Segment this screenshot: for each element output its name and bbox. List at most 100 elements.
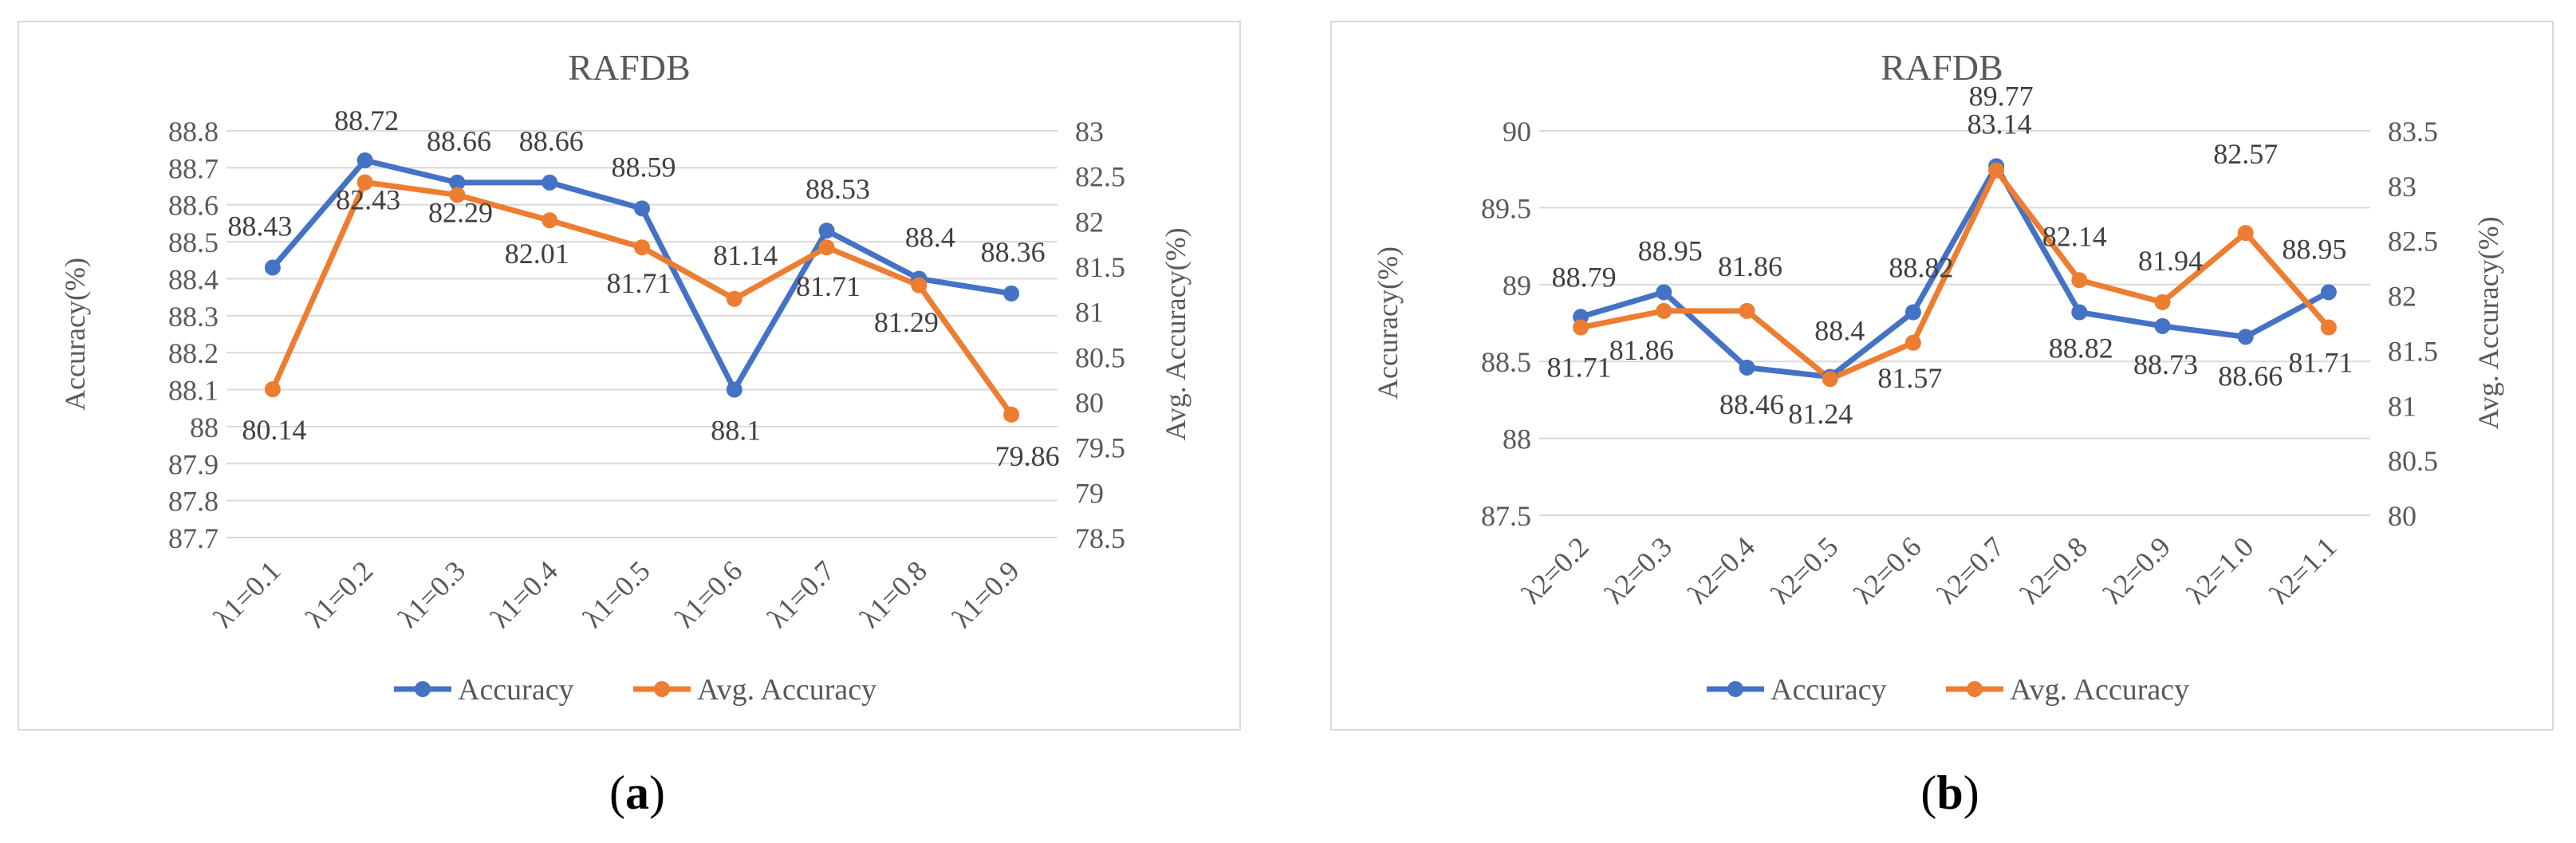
accuracy-data-label: 88.43: [227, 211, 292, 242]
y-axis-title: Accuracy(%): [1372, 246, 1404, 400]
y-tick-label: 88.2: [168, 337, 219, 369]
x-tick-label: λ2=0.5: [1765, 530, 1845, 610]
legend-accuracy-label: Accuracy: [458, 673, 574, 707]
legend-avg-accuracy-label: Avg. Accuracy: [697, 673, 876, 707]
avg-accuracy-point: [2154, 293, 2171, 310]
avg-accuracy-point: [356, 174, 373, 191]
y-tick-label: 88.6: [168, 190, 219, 222]
avg-accuracy-point: [2237, 225, 2254, 242]
avg-accuracy-data-label: 81.14: [713, 239, 778, 271]
y2-tick-label: 80.5: [2388, 445, 2438, 477]
legend-avg-accuracy-label: Avg. Accuracy: [2010, 673, 2189, 707]
avg-accuracy-data-label: 81.94: [2138, 245, 2203, 277]
avg-accuracy-data-label: 81.71: [796, 270, 861, 302]
avg-accuracy-data-label: 81.86: [1609, 334, 1674, 366]
avg-accuracy-data-label: 79.86: [995, 440, 1060, 472]
accuracy-point: [726, 381, 742, 398]
accuracy-point: [2237, 329, 2254, 345]
y-axis-title: Accuracy(%): [59, 258, 91, 411]
accuracy-point: [1739, 359, 1755, 376]
y-tick-label: 88.8: [168, 116, 219, 148]
x-tick-label: λ1=0.4: [484, 554, 564, 634]
accuracy-point: [1656, 284, 1672, 301]
accuracy-data-label: 88.66: [519, 125, 584, 157]
avg-accuracy-point: [818, 239, 835, 256]
avg-accuracy-data-label: 82.57: [2213, 138, 2278, 170]
avg-accuracy-point: [1988, 162, 2005, 179]
accuracy-data-label: 88.46: [1719, 388, 1784, 420]
y-tick-label: 90: [1503, 116, 1531, 148]
avg-accuracy-point: [1003, 406, 1020, 423]
y2-tick-label: 81.5: [2388, 335, 2438, 367]
x-tick-label: λ1=0.9: [946, 554, 1026, 634]
y-tick-label: 87.9: [168, 448, 219, 480]
accuracy-data-label: 88.82: [1889, 252, 1953, 284]
y2-tick-label: 80.5: [1075, 341, 1125, 373]
avg-accuracy-point: [726, 290, 742, 307]
avg-accuracy-point: [1822, 371, 1838, 388]
y2-tick-label: 82.5: [2388, 226, 2438, 258]
avg-accuracy-data-label: 81.24: [1788, 398, 1853, 430]
y-tick-label: 88.5: [168, 227, 219, 258]
accuracy-point: [2320, 284, 2337, 301]
y-tick-label: 87.8: [168, 486, 219, 518]
accuracy-data-label: 88.1: [711, 415, 761, 447]
avg-accuracy-data-label: 82.29: [428, 196, 493, 228]
accuracy-data-label: 88.95: [1638, 234, 1703, 266]
legend-accuracy-marker: [1727, 681, 1743, 697]
avg-accuracy-data-label: 82.01: [505, 238, 569, 270]
x-tick-label: λ1=0.8: [853, 554, 933, 634]
y2-tick-label: 81.5: [1075, 251, 1125, 283]
x-tick-label: λ1=0.1: [207, 554, 287, 634]
y-tick-label: 88.7: [168, 152, 219, 184]
y2-tick-label: 82: [1075, 206, 1104, 238]
avg-accuracy-data-label: 82.43: [336, 184, 400, 216]
y-tick-label: 89: [1503, 270, 1531, 301]
y-tick-label: 88: [190, 412, 219, 443]
chart-b-svg: 90 89.5 89 88.5 88 87.5 83.5 83 82.5 82 81.5 81 80.5…: [1372, 47, 2504, 707]
accuracy-data-label: 89.77: [1969, 80, 2034, 112]
accuracy-data-label: 88.59: [612, 151, 676, 183]
x-tick-label: λ2=0.3: [1598, 530, 1678, 610]
y-tick-label: 87.5: [1481, 500, 1531, 532]
avg-accuracy-point: [1573, 319, 1589, 336]
avg-accuracy-point: [1904, 334, 1921, 351]
y2-tick-label: 83.5: [2388, 116, 2438, 148]
avg-accuracy-data-label: 82.14: [2042, 220, 2107, 252]
chart-panel-a: 88.8 88.7 88.6 88.5 88.4 88.3 88.2 88.1 88 87.9 87…: [18, 21, 1241, 731]
accuracy-point: [2071, 304, 2088, 321]
caption-b-letter: b: [1936, 766, 1964, 819]
accuracy-data-label: 88.82: [2049, 333, 2113, 364]
accuracy-point: [449, 174, 466, 191]
avg-accuracy-data-label: 80.14: [242, 414, 306, 446]
x-tick-label: λ1=0.6: [669, 554, 749, 634]
x-tick-label: λ2=1.0: [2180, 530, 2260, 610]
x-tick-label: λ2=1.1: [2263, 530, 2343, 610]
y2-tick-label: 78.5: [1075, 522, 1125, 554]
legend-accuracy-marker: [415, 681, 431, 697]
avg-accuracy-line: [1580, 167, 2331, 382]
avg-accuracy-data-label: 81.29: [874, 306, 939, 338]
y2-tick-label: 81: [2388, 390, 2416, 422]
avg-accuracy-point: [911, 277, 928, 293]
y2-tick-label: 83: [2388, 171, 2416, 203]
accuracy-data-label: 88.4: [905, 221, 955, 253]
y-tick-label: 89.5: [1481, 192, 1531, 224]
x-tick-label: λ2=0.2: [1515, 530, 1595, 610]
y-tick-label: 88.3: [168, 301, 219, 333]
avg-accuracy-data-label: 81.71: [1547, 352, 1612, 384]
avg-accuracy-point: [2320, 319, 2337, 336]
accuracy-data-label: 88.53: [805, 173, 870, 205]
avg-accuracy-data-label: 83.14: [1967, 108, 2032, 140]
avg-accuracy-data-label: 81.71: [2288, 347, 2353, 379]
accuracy-point: [2154, 317, 2171, 334]
y2-tick-label: 81: [1075, 297, 1104, 329]
y2-axis-title: Avg. Accuracy(%): [1160, 227, 1191, 440]
avg-accuracy-data-label: 81.57: [1877, 362, 1942, 394]
avg-accuracy-point: [634, 239, 650, 256]
y-tick-label: 88.1: [168, 375, 219, 407]
x-tick-label: λ2=0.9: [2097, 530, 2177, 610]
chart-panel-b: 90 89.5 89 88.5 88 87.5 83.5 83 82.5 82 81.5 81 80.5…: [1330, 21, 2554, 731]
accuracy-data-label: 88.79: [1552, 261, 1617, 293]
y2-tick-label: 80: [1075, 387, 1104, 419]
